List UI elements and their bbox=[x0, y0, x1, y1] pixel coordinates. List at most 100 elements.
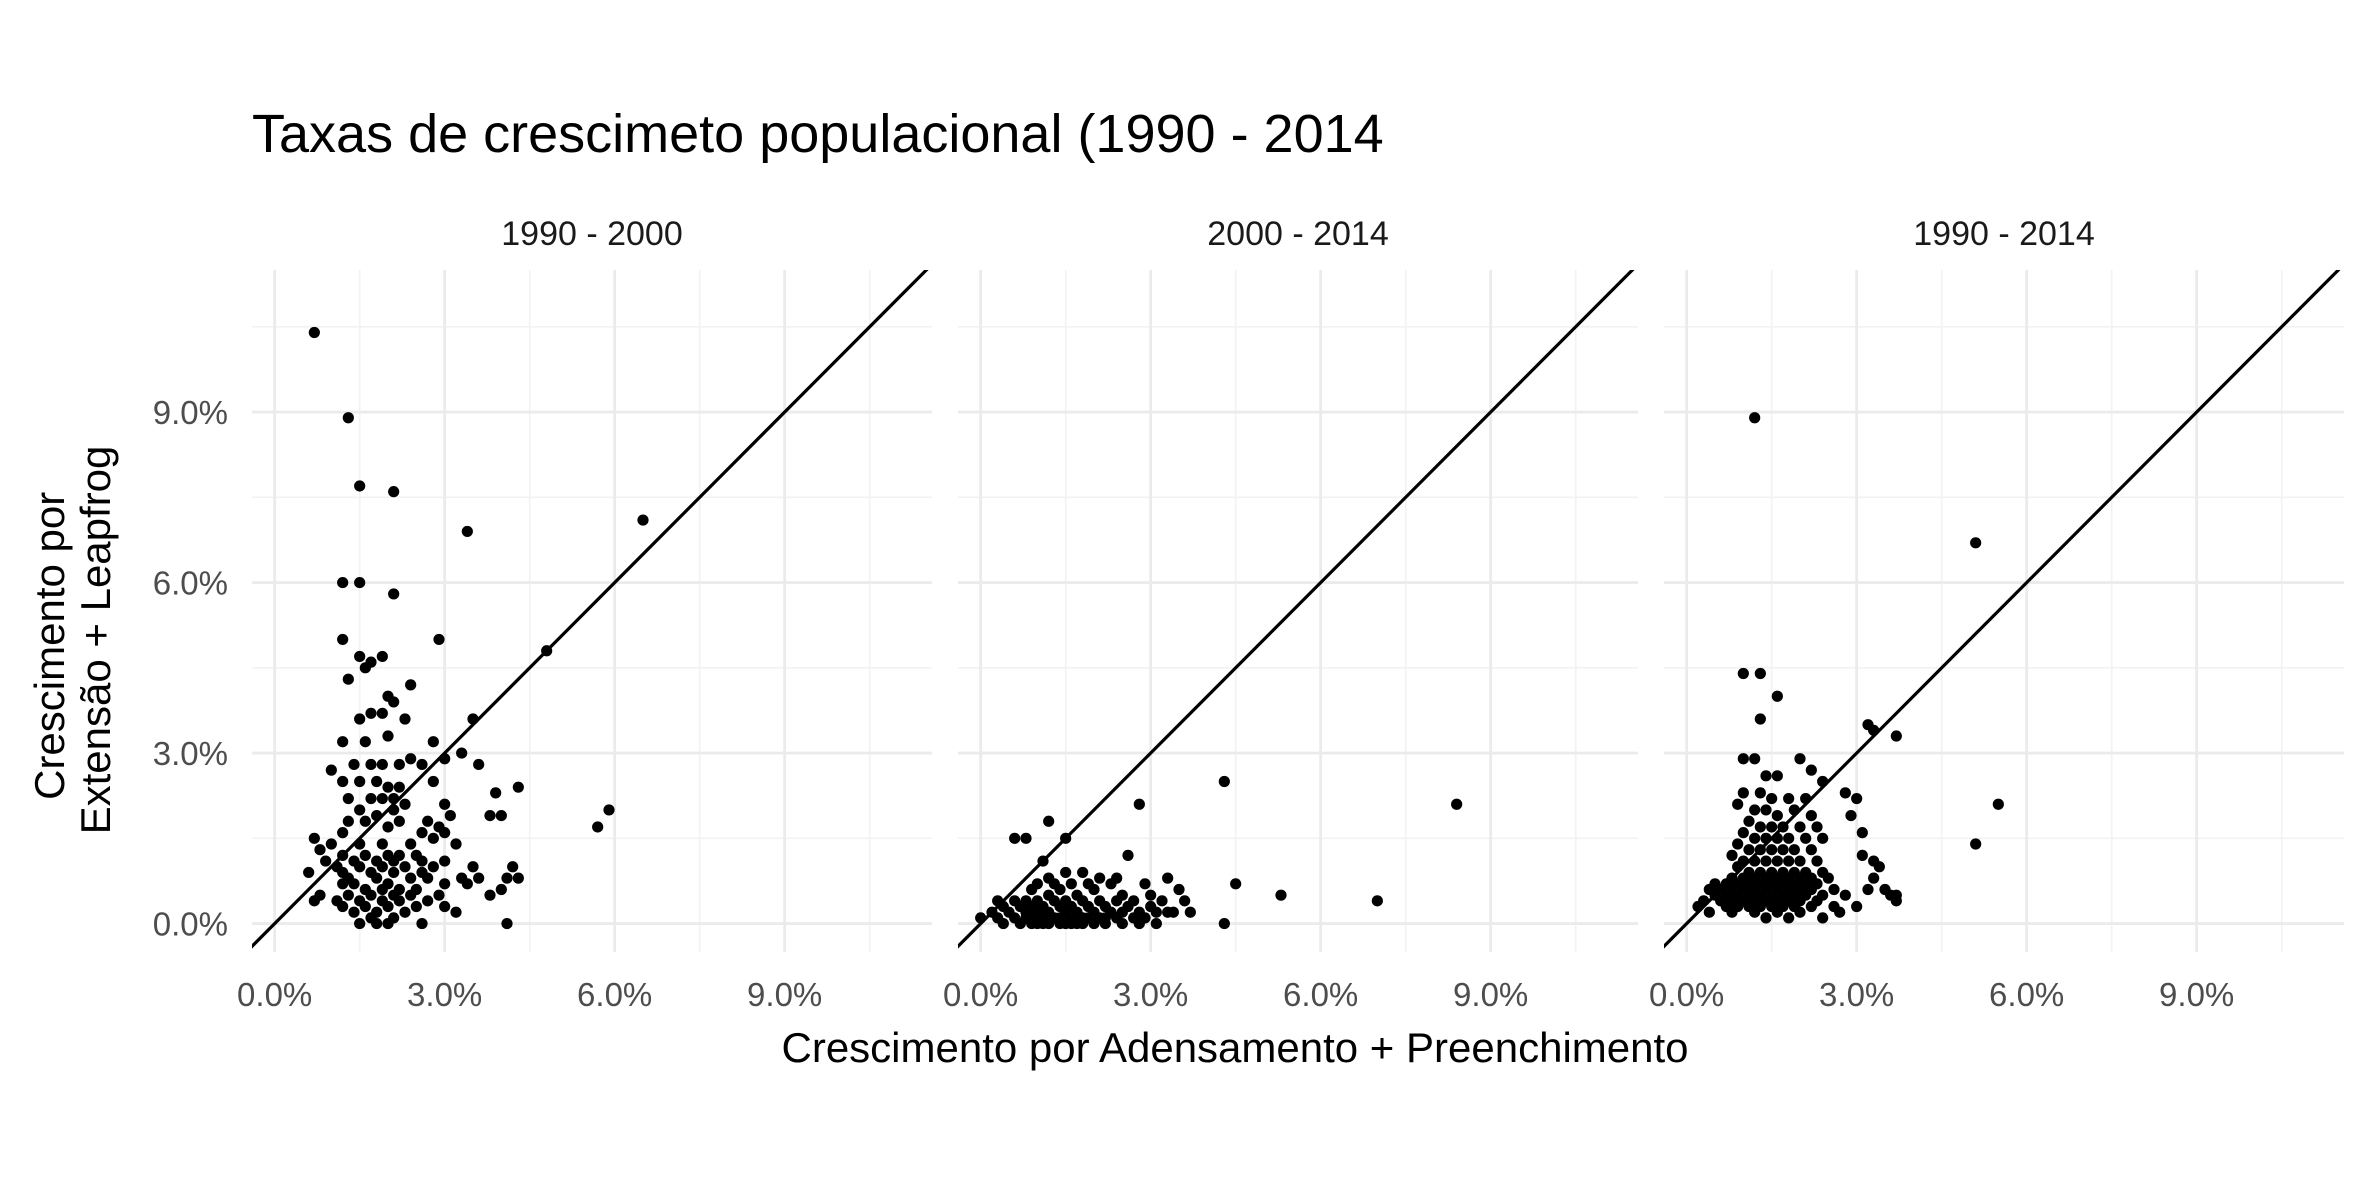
data-point bbox=[1760, 770, 1772, 782]
x-tick-label: 3.0% bbox=[407, 976, 482, 1013]
data-point bbox=[337, 827, 349, 839]
data-point bbox=[1088, 883, 1100, 896]
data-point bbox=[1783, 855, 1795, 867]
data-point bbox=[1737, 787, 1749, 799]
data-point bbox=[1783, 912, 1795, 924]
data-point bbox=[1992, 798, 2004, 810]
data-point bbox=[444, 810, 456, 822]
x-tick-label: 9.0% bbox=[1453, 976, 1528, 1013]
data-point bbox=[354, 917, 366, 930]
data-point bbox=[473, 758, 485, 771]
y-tick-label: 0.0% bbox=[153, 906, 228, 943]
data-point bbox=[405, 872, 417, 884]
data-point bbox=[1077, 866, 1089, 879]
data-point bbox=[1156, 895, 1168, 907]
data-point bbox=[1088, 917, 1100, 930]
data-point bbox=[1811, 821, 1823, 833]
data-point bbox=[1970, 537, 1982, 549]
data-point bbox=[354, 576, 366, 589]
data-point bbox=[1275, 889, 1287, 901]
data-point bbox=[320, 855, 332, 867]
data-point bbox=[1060, 832, 1072, 844]
data-point bbox=[337, 775, 349, 788]
data-point bbox=[1771, 832, 1783, 844]
data-point bbox=[1856, 849, 1868, 861]
x-tick-label: 6.0% bbox=[1283, 976, 1358, 1013]
data-point bbox=[1800, 832, 1812, 844]
x-tick-label: 3.0% bbox=[1819, 976, 1894, 1013]
data-point bbox=[382, 821, 394, 833]
data-point bbox=[1851, 792, 1863, 805]
identity-reference-line bbox=[252, 270, 929, 949]
data-point bbox=[354, 480, 366, 492]
data-point bbox=[393, 895, 405, 907]
data-point bbox=[1065, 878, 1077, 890]
data-point bbox=[337, 576, 349, 589]
data-point bbox=[484, 810, 496, 822]
data-point bbox=[1794, 855, 1806, 867]
data-point bbox=[388, 792, 400, 805]
data-point bbox=[637, 514, 649, 526]
data-point bbox=[1817, 832, 1829, 844]
panel-label: 1990 - 2014 bbox=[1913, 215, 2095, 253]
chart-title: Taxas de crescimeto populacional (1990 -… bbox=[252, 104, 1384, 164]
data-point bbox=[399, 906, 411, 918]
data-point bbox=[1777, 844, 1789, 856]
data-point bbox=[1060, 866, 1072, 879]
panel-1: 1990 - 2000 0.0% 3.0% 6.0% 9.0% 0.0% 3.0% 6.0% 9… bbox=[153, 215, 932, 1013]
data-point bbox=[1834, 906, 1846, 918]
x-tick-label: 0.0% bbox=[943, 976, 1018, 1013]
data-point bbox=[501, 917, 513, 930]
data-point bbox=[1851, 900, 1863, 913]
data-point bbox=[399, 861, 411, 873]
data-point bbox=[1014, 917, 1026, 930]
panels: 1990 - 2000 0.0% 3.0% 6.0% 9.0% 0.0% 3.0% 6.0% 9… bbox=[153, 215, 2344, 1013]
data-point bbox=[1817, 912, 1829, 924]
data-point bbox=[359, 815, 371, 827]
data-point bbox=[1703, 906, 1715, 918]
data-point bbox=[501, 872, 513, 884]
data-point bbox=[376, 792, 388, 805]
data-point bbox=[1122, 849, 1134, 861]
data-point bbox=[1890, 730, 1902, 742]
data-point bbox=[1839, 787, 1851, 799]
y-axis-title: Crescimento por Extensão + Leapfrog bbox=[26, 446, 119, 835]
data-point bbox=[1743, 815, 1755, 827]
data-point bbox=[405, 753, 417, 765]
data-point bbox=[1737, 667, 1749, 680]
data-point bbox=[376, 883, 388, 896]
data-point bbox=[416, 758, 428, 771]
data-point bbox=[325, 764, 337, 776]
data-point bbox=[388, 804, 400, 816]
data-point bbox=[1451, 798, 1463, 810]
panel-3: 1990 - 2014 0.0% 3.0% 6.0% 9.0% bbox=[1649, 215, 2344, 1013]
data-point bbox=[1783, 832, 1795, 844]
data-point bbox=[365, 758, 377, 771]
data-point bbox=[461, 878, 473, 890]
data-point bbox=[1794, 821, 1806, 833]
data-point bbox=[405, 838, 417, 850]
data-point bbox=[439, 878, 451, 890]
data-point bbox=[354, 804, 366, 816]
x-tick-label: 0.0% bbox=[237, 976, 312, 1013]
data-point bbox=[1766, 821, 1778, 833]
data-point bbox=[1760, 855, 1772, 867]
data-point bbox=[308, 895, 320, 907]
panel-label: 1990 - 2000 bbox=[501, 215, 683, 253]
data-point bbox=[342, 412, 354, 424]
x-axis-title: Crescimento por Adensamento + Preenchime… bbox=[782, 1024, 1689, 1071]
data-point bbox=[1749, 832, 1761, 844]
data-point bbox=[342, 815, 354, 827]
data-point bbox=[1743, 844, 1755, 856]
data-point bbox=[1371, 895, 1383, 907]
data-point bbox=[427, 775, 439, 788]
data-point bbox=[1760, 804, 1772, 816]
data-point bbox=[422, 872, 434, 884]
data-point bbox=[422, 895, 434, 907]
data-point bbox=[1218, 917, 1230, 930]
data-point bbox=[342, 889, 354, 901]
y-axis-title-line-1: Crescimento por bbox=[26, 492, 73, 800]
data-point bbox=[393, 781, 405, 793]
data-point bbox=[1760, 912, 1772, 924]
data-point bbox=[1771, 770, 1783, 782]
